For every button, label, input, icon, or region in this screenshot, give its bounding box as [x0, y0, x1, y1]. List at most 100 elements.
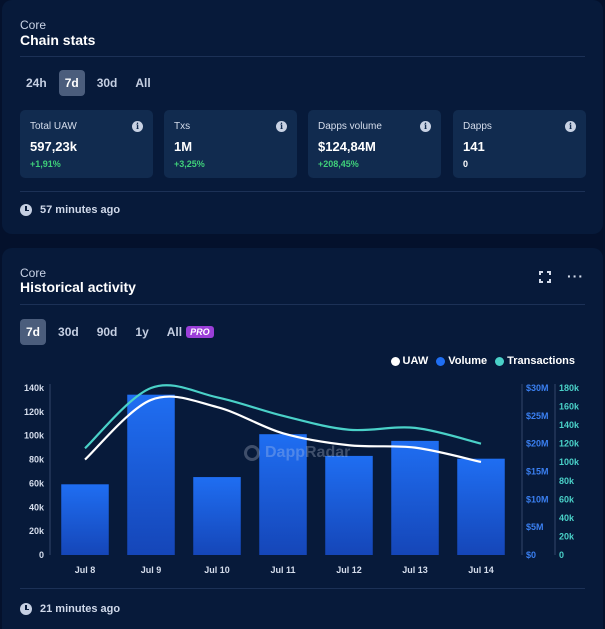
last-updated-text: 21 minutes ago	[40, 603, 121, 615]
info-icon[interactable]: i	[420, 121, 431, 132]
stat-card-total-uaw: Total UAW i 597,23k +1,91%	[20, 110, 153, 178]
y-tick-volume: $0	[526, 550, 536, 560]
line-transactions	[84, 384, 482, 450]
stat-label: Dapps	[463, 121, 492, 132]
stat-label: Txs	[174, 121, 191, 132]
clock-icon	[20, 204, 32, 216]
chain-stats-card: Core Chain stats 24h 7d 30d All Total UA…	[2, 0, 603, 234]
divider	[20, 588, 585, 589]
y-tick-transactions: 20k	[559, 531, 575, 541]
y-tick-left: 40k	[29, 502, 45, 512]
y-tick-volume: $25M	[526, 411, 549, 421]
x-tick-label: Jul 9	[141, 565, 162, 575]
y-tick-transactions: 120k	[559, 439, 580, 449]
y-tick-transactions: 140k	[559, 420, 580, 430]
bar-volume	[391, 440, 439, 555]
tab-all[interactable]: All PRO	[161, 319, 220, 345]
tab-90d[interactable]: 90d	[96, 325, 118, 339]
y-tick-volume: $10M	[526, 494, 549, 504]
x-tick-label: Jul 10	[204, 565, 230, 575]
legend-label-transactions: Transactions	[507, 355, 575, 367]
stat-change: 0	[463, 159, 469, 169]
divider	[20, 191, 585, 192]
stat-value: 141	[463, 139, 485, 154]
last-updated: 21 minutes ago	[20, 603, 120, 615]
y-tick-transactions: 80k	[559, 476, 575, 486]
stat-label: Total UAW	[30, 121, 77, 132]
historical-title: Historical activity	[20, 279, 136, 295]
tab-7d[interactable]: 7d	[20, 319, 47, 345]
tab-30d[interactable]: 30d	[58, 325, 79, 339]
y-tick-left: 140k	[24, 383, 45, 393]
y-tick-volume: $5M	[526, 522, 544, 532]
legend-label-volume: Volume	[448, 355, 488, 367]
dappradar-logo-icon	[244, 445, 260, 461]
legend-label-uaw: UAW	[402, 355, 429, 367]
tab-1y[interactable]: 1y	[135, 325, 149, 339]
stat-value: 597,23k	[30, 139, 77, 154]
historical-activity-chart: 0 20k 40k 60k 80k 100k 120k 140k $0 $5M $10M $15M $…	[24, 383, 580, 575]
y-tick-transactions: 100k	[559, 457, 580, 467]
bar-volume	[325, 455, 373, 555]
y-tick-left: 120k	[24, 407, 45, 417]
x-tick-label: Jul 14	[468, 565, 494, 575]
y-tick-transactions: 180k	[559, 383, 580, 393]
line-uaw	[84, 395, 482, 464]
x-tick-label: Jul 11	[270, 565, 295, 575]
x-tick-label: Jul 12	[336, 565, 362, 575]
y-tick-volume: $20M	[526, 439, 549, 449]
stat-value: $124,84M	[318, 139, 376, 154]
legend-dot-uaw	[390, 356, 400, 366]
legend-item-uaw[interactable]: UAW	[390, 355, 429, 367]
stat-label: Dapps volume	[318, 121, 382, 132]
bar-volume	[457, 458, 505, 555]
y-tick-volume: $15M	[526, 467, 549, 477]
watermark-text: DappRadar	[265, 444, 351, 461]
last-updated: 57 minutes ago	[20, 204, 120, 216]
y-tick-transactions: 0	[559, 550, 564, 560]
stat-change: +208,45%	[318, 159, 359, 169]
y-tick-left: 100k	[24, 431, 45, 441]
stat-card-txs: Txs i 1M +3,25%	[164, 110, 297, 178]
legend-item-transactions[interactable]: Transactions	[495, 355, 575, 367]
tab-30d[interactable]: 30d	[96, 76, 118, 90]
bar-volume	[127, 394, 175, 555]
bar-volume	[61, 484, 109, 555]
stat-card-dapps: Dapps i 141 0	[453, 110, 586, 178]
bar-volume	[259, 434, 307, 555]
y-tick-transactions: 40k	[559, 513, 575, 523]
bar-volume	[193, 477, 241, 555]
chain-stats-period-tabs: 24h 7d 30d All	[20, 70, 157, 96]
chain-stats-eyebrow: Core	[20, 18, 47, 32]
last-updated-text: 57 minutes ago	[40, 204, 121, 216]
stat-change: +1,91%	[30, 159, 61, 169]
y-tick-left: 80k	[29, 455, 45, 465]
more-icon[interactable]: ···	[567, 268, 584, 284]
info-icon[interactable]: i	[565, 121, 576, 132]
x-tick-label: Jul 13	[402, 565, 428, 575]
expand-icon[interactable]	[539, 271, 551, 283]
y-tick-left: 0	[39, 550, 44, 560]
dappradar-watermark: DappRadar	[244, 444, 350, 462]
info-icon[interactable]: i	[132, 121, 143, 132]
stat-value: 1M	[174, 139, 193, 154]
y-tick-transactions: 160k	[559, 402, 580, 412]
stat-change: +3,25%	[174, 159, 205, 169]
tab-24h[interactable]: 24h	[26, 76, 47, 90]
tab-all[interactable]: All	[135, 76, 151, 90]
y-tick-left: 20k	[29, 526, 45, 536]
chain-stats-title: Chain stats	[20, 32, 96, 48]
divider	[20, 56, 585, 57]
y-tick-left: 60k	[29, 478, 45, 488]
chart-legend: UAW Volume Transactions	[390, 355, 575, 367]
tab-7d[interactable]: 7d	[58, 70, 85, 96]
y-tick-volume: $30M	[526, 383, 549, 393]
legend-item-volume[interactable]: Volume	[436, 355, 487, 367]
historical-period-tabs: 7d 30d 90d 1y All PRO	[20, 319, 220, 345]
legend-dot-transactions	[495, 356, 505, 366]
info-icon[interactable]: i	[276, 121, 287, 132]
pro-badge: PRO	[186, 326, 214, 338]
x-tick-label: Jul 8	[75, 565, 96, 575]
tab-all-label: All	[166, 325, 183, 339]
legend-dot-volume	[436, 356, 446, 366]
